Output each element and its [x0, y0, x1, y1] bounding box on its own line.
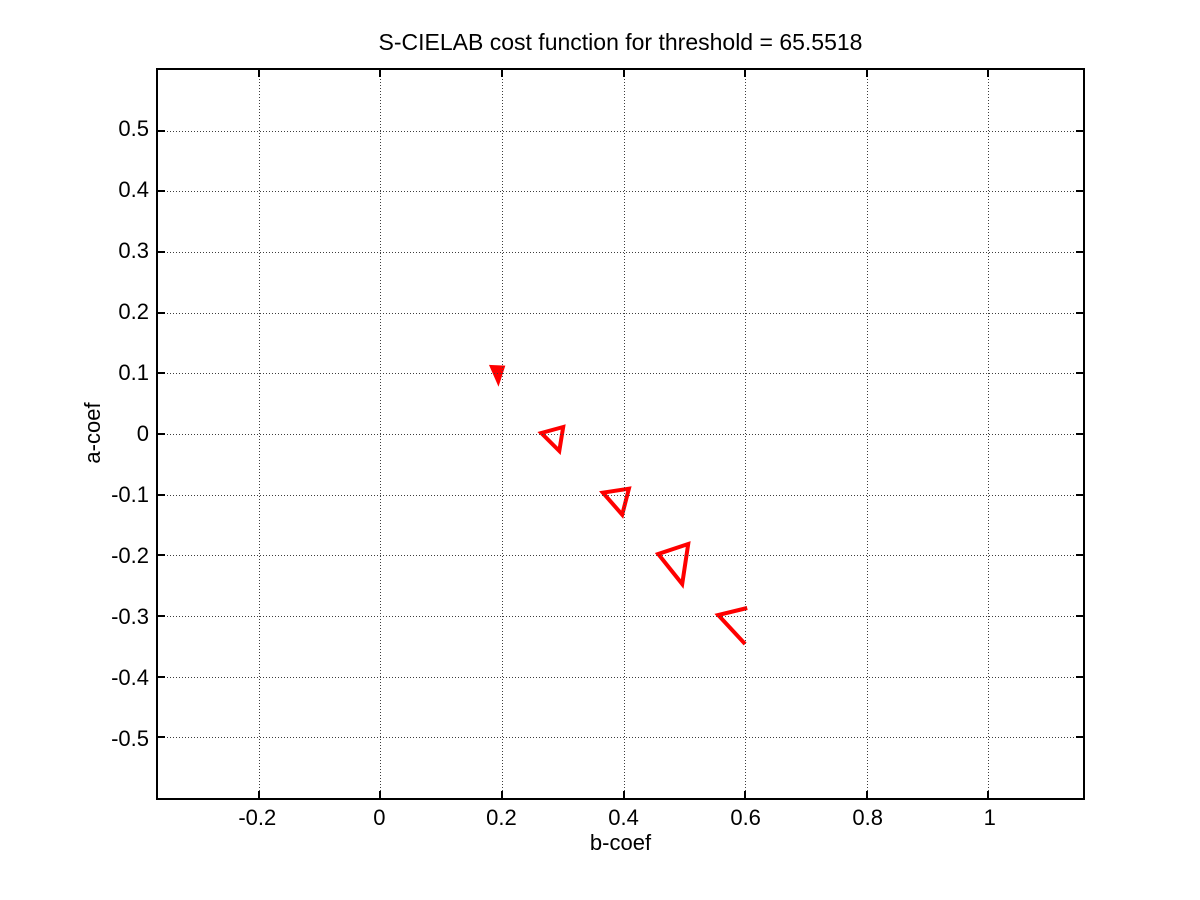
y-tick-label: -0.4 — [111, 665, 149, 690]
y-tick-label: -0.3 — [111, 604, 149, 629]
tick-mark-bottom — [500, 791, 503, 798]
contour-shapes-layer — [488, 364, 748, 646]
tick-mark-bottom — [622, 791, 625, 798]
x-tick-label: 0.4 — [608, 805, 639, 830]
y-tick-label: 0.1 — [118, 360, 149, 385]
tick-mark-right — [1076, 372, 1083, 375]
contour-arc-5 — [714, 606, 748, 646]
x-tick-label: 0 — [373, 805, 386, 830]
tick-mark-top — [987, 70, 990, 77]
y-tick-label: 0.4 — [118, 177, 149, 202]
gridline-horizontal — [158, 191, 1083, 193]
y-tick-label: -0.1 — [111, 482, 149, 507]
contour-loop-2 — [537, 424, 566, 456]
tick-mark-left — [158, 615, 165, 617]
y-axis-label: a-coef — [80, 402, 105, 464]
tick-mark-bottom — [257, 791, 260, 798]
gridline-horizontal — [158, 130, 1083, 132]
x-tick-label: 0.8 — [852, 805, 883, 830]
tick-mark-top — [622, 70, 625, 77]
tick-mark-top — [257, 70, 260, 77]
y-tick-label: 0.2 — [118, 299, 149, 324]
contour-loop-1 — [488, 364, 506, 387]
tick-mark-top — [744, 70, 747, 77]
tick-mark-top — [379, 70, 382, 77]
gridline-horizontal — [158, 494, 1083, 496]
tick-mark-left — [158, 493, 165, 496]
gridline-horizontal — [158, 373, 1083, 375]
tick-mark-right — [1076, 129, 1083, 132]
tick-mark-bottom — [865, 791, 868, 798]
x-tick-label: 1 — [983, 805, 996, 830]
contour-loop-4 — [654, 541, 691, 589]
tick-mark-left — [158, 736, 165, 739]
gridline-horizontal — [158, 252, 1083, 253]
tick-mark-left — [158, 311, 165, 314]
chart-title: S-CIELAB cost function for threshold = 6… — [378, 29, 863, 55]
tick-mark-right — [1076, 615, 1083, 617]
tick-mark-right — [1076, 311, 1083, 314]
gridline-horizontal — [158, 434, 1083, 435]
y-tick-label: -0.2 — [111, 543, 149, 568]
tick-mark-bottom — [987, 791, 990, 798]
tick-mark-top — [500, 70, 503, 77]
tick-mark-left — [158, 251, 165, 253]
x-tick-label: -0.2 — [238, 805, 277, 830]
tick-mark-bottom — [744, 791, 747, 798]
gridline-horizontal — [158, 555, 1083, 557]
gridline-horizontal — [158, 737, 1083, 739]
tick-mark-left — [158, 554, 165, 557]
y-tick-label: 0 — [136, 421, 149, 446]
tick-mark-right — [1076, 251, 1083, 253]
tick-mark-left — [158, 372, 165, 375]
tick-mark-right — [1076, 736, 1083, 739]
plot-area — [156, 68, 1085, 800]
x-tick-label: 0.2 — [486, 805, 517, 830]
tick-mark-right — [1076, 675, 1083, 678]
gridline-horizontal — [158, 616, 1083, 617]
contour-loop-3 — [598, 486, 632, 519]
tick-mark-top — [865, 70, 868, 77]
y-tick-label: -0.5 — [111, 726, 149, 751]
tick-mark-right — [1076, 433, 1083, 435]
x-axis-label: b-coef — [589, 830, 652, 855]
tick-mark-left — [158, 190, 165, 193]
tick-mark-bottom — [379, 791, 382, 798]
tick-mark-left — [158, 129, 165, 132]
gridline-horizontal — [158, 676, 1083, 678]
tick-mark-right — [1076, 554, 1083, 557]
tick-mark-left — [158, 433, 165, 435]
tick-mark-right — [1076, 190, 1083, 193]
gridline-horizontal — [158, 312, 1083, 314]
y-tick-label: 0.3 — [118, 238, 149, 263]
tick-mark-left — [158, 675, 165, 678]
y-tick-label: 0.5 — [118, 116, 149, 141]
x-tick-label: 0.6 — [730, 805, 761, 830]
tick-mark-right — [1076, 493, 1083, 496]
